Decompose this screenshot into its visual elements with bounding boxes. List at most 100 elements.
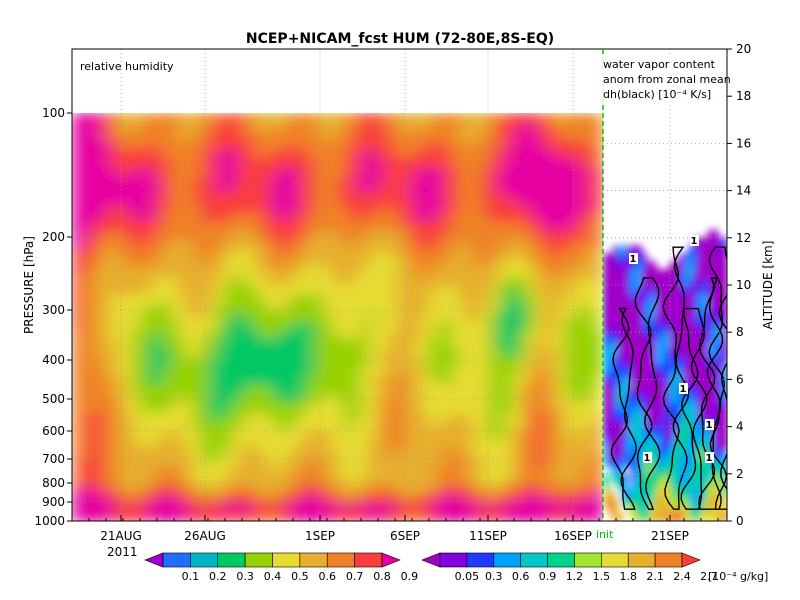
rh-cell (489, 394, 498, 405)
rh-cell (193, 430, 202, 441)
rh-cell (595, 339, 603, 350)
rh-cell (254, 466, 263, 477)
rh-cell (299, 285, 309, 296)
rh-cell (299, 149, 309, 160)
rh-cell (231, 439, 240, 450)
rh-cell (140, 448, 149, 459)
rh-cell (185, 475, 195, 486)
rh-cell (489, 294, 498, 305)
rh-cell (466, 285, 476, 296)
rh-cell (565, 239, 574, 250)
rh-cell (428, 113, 438, 124)
rh-cell (185, 194, 195, 205)
rh-cell (512, 158, 521, 169)
rh-cell (79, 212, 89, 223)
rh-cell (178, 212, 187, 223)
rh-cell (534, 448, 544, 459)
rh-cell (117, 321, 127, 332)
rh-cell (292, 249, 301, 260)
rh-cell (360, 149, 369, 160)
rh-cell (527, 294, 536, 305)
rh-cell (238, 249, 248, 260)
rh-cell (352, 276, 362, 287)
rh-cell (125, 194, 134, 205)
rh-cell (436, 258, 445, 269)
rh-cell (322, 403, 331, 414)
rh-cell (261, 385, 271, 396)
rh-cell (519, 113, 529, 124)
rh-cell (466, 330, 476, 341)
rh-cell (147, 321, 157, 332)
rh-cell (474, 457, 483, 468)
rh-cell (79, 412, 89, 423)
rh-cell (94, 412, 104, 423)
rh-cell (155, 357, 164, 368)
wv-cell (636, 245, 643, 255)
rh-cell (413, 294, 422, 305)
rh-cell (329, 176, 339, 187)
rh-cell (496, 122, 506, 133)
rh-cell (223, 303, 233, 314)
rh-cell (292, 285, 301, 296)
wv-cell (655, 371, 662, 381)
rh-cell (474, 203, 483, 214)
rh-cell (238, 312, 248, 323)
rh-cell (117, 339, 127, 350)
rh-cell (94, 258, 104, 269)
wv-cell (674, 332, 681, 342)
rh-cell (178, 122, 187, 133)
rh-cell (276, 176, 286, 187)
rh-cell (208, 475, 218, 486)
rh-cell (549, 375, 559, 386)
rh-cell (367, 412, 377, 423)
rh-cell (216, 321, 225, 332)
rh-cell (428, 267, 438, 278)
rh-cell (443, 176, 453, 187)
wv-cell (665, 473, 671, 483)
rh-cell (398, 366, 407, 377)
wv-cell (669, 434, 676, 444)
rh-cell (390, 185, 400, 196)
rh-cell (405, 339, 415, 350)
rh-cell (208, 321, 218, 332)
rh-cell (352, 357, 362, 368)
wv-cell (712, 316, 719, 326)
wv-cell (626, 269, 633, 279)
rh-cell (413, 385, 422, 396)
rh-cell (595, 294, 603, 305)
rh-cell (587, 212, 597, 223)
rh-cell (367, 258, 377, 269)
wv-cell (660, 481, 666, 491)
rh-cell (542, 140, 551, 151)
rh-cell (375, 403, 384, 414)
rh-cell (428, 439, 438, 450)
rh-cell (436, 194, 445, 205)
rh-cell (398, 285, 407, 296)
rh-cell (466, 176, 476, 187)
rh-cell (254, 502, 263, 513)
wv-cell (607, 410, 614, 420)
rh-cell (436, 348, 445, 359)
rh-cell (223, 230, 233, 241)
y-tick-label-right: 14 (736, 184, 751, 198)
wv-cell (626, 410, 633, 420)
rh-cell (398, 239, 407, 250)
rh-cell (155, 394, 164, 405)
rh-cell (193, 294, 202, 305)
wv-cell (679, 292, 686, 302)
colorbar-swatch (520, 552, 548, 568)
rh-cell (329, 430, 339, 441)
rh-cell (345, 330, 354, 341)
rh-cell (474, 185, 483, 196)
wv-cell (679, 410, 686, 420)
rh-cell (261, 412, 271, 423)
rh-cell (413, 113, 422, 124)
rh-cell (87, 502, 96, 513)
wv-cell (698, 308, 705, 318)
wv-cell (636, 363, 643, 373)
rh-cell (367, 131, 377, 142)
wv-cell (674, 497, 681, 507)
rh-cell (595, 113, 603, 124)
rh-cell (345, 267, 354, 278)
rh-cell (572, 375, 582, 386)
